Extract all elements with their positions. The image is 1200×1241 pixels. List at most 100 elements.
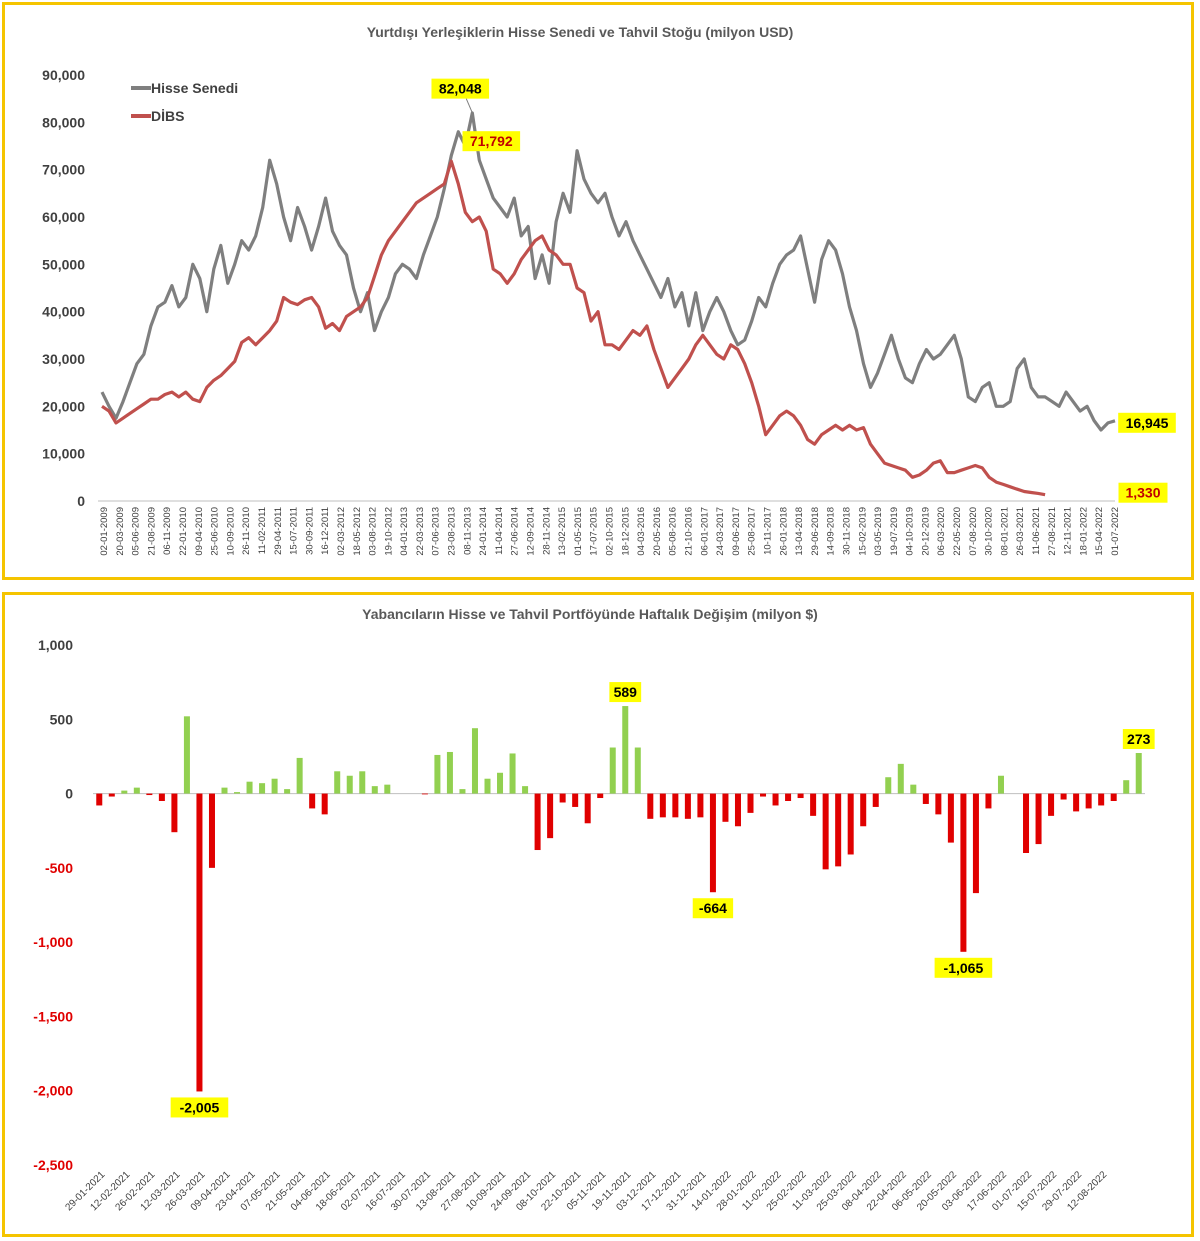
x-tick-label: 09-06-2017	[731, 507, 742, 556]
x-tick-label: 20-05-2016	[652, 507, 663, 556]
x-tick-label: 19-10-2012	[383, 507, 394, 556]
bar	[171, 793, 178, 833]
x-tick-label: 26-03-2021	[1015, 507, 1026, 556]
y-tick-label: -500	[45, 860, 73, 876]
x-tick-label: 23-08-2013	[447, 507, 458, 556]
bar	[722, 793, 729, 822]
bar	[459, 789, 466, 794]
x-tick-label: 19-07-2019	[889, 507, 900, 556]
x-tick-label: 07-06-2013	[431, 507, 442, 556]
y-tick-label: -1,000	[33, 934, 73, 950]
bar	[597, 793, 604, 799]
x-tick-label: 01-05-2015	[573, 507, 584, 556]
bar	[234, 792, 241, 794]
x-tick-label: 11-04-2014	[494, 507, 505, 555]
x-tick-label: 15-04-2022	[1094, 507, 1105, 556]
bar	[1085, 793, 1092, 809]
x-tick-label: 22-03-2013	[415, 507, 426, 556]
bar	[1073, 793, 1080, 812]
annotation-peak-hisse: 82,048	[439, 81, 482, 97]
y-tick-label: 50,000	[42, 256, 85, 272]
x-tick-label: 02-03-2012	[336, 507, 347, 556]
y-tick-label: 10,000	[42, 446, 85, 462]
bar	[885, 777, 892, 794]
x-tick-label: 12-11-2021	[1063, 507, 1074, 555]
bar	[609, 747, 616, 794]
annotation-last-hisse: 16,945	[1126, 415, 1169, 431]
x-tick-label: 26-01-2018	[778, 507, 789, 556]
annotation-peak-dibs: 71,792	[470, 133, 513, 149]
x-tick-label: 26-11-2010	[241, 507, 252, 555]
bar	[484, 778, 491, 794]
bar	[471, 728, 478, 794]
bar	[734, 793, 741, 827]
bar	[847, 793, 854, 855]
bar	[572, 793, 579, 807]
x-tick-label: 13-02-2015	[557, 507, 568, 556]
bar	[772, 793, 779, 806]
x-tick-label: 05-06-2009	[131, 507, 142, 556]
bar	[196, 793, 203, 1092]
x-tick-label: 24-01-2014	[478, 507, 489, 556]
x-tick-label: 30-09-2011	[304, 507, 315, 555]
legend-label-dibs: DİBS	[151, 108, 184, 124]
bar	[334, 771, 341, 794]
y-tick-label: 90,000	[42, 67, 85, 83]
x-tick-label: 17-07-2015	[589, 507, 600, 556]
x-tick-label: 06-03-2020	[936, 507, 947, 556]
bars-group	[96, 706, 1142, 1092]
x-tick-label: 22-01-2010	[178, 507, 189, 556]
x-tick-label: 20-03-2009	[115, 507, 126, 556]
x-tick-label: 05-08-2016	[668, 507, 679, 556]
bar	[747, 793, 754, 813]
x-tick-label: 10-11-2017	[762, 507, 773, 555]
bar	[947, 793, 954, 843]
bar	[547, 793, 554, 839]
legend: Hisse Senedi DİBS	[131, 80, 238, 124]
bar	[584, 793, 591, 824]
x-tick-label: 07-08-2020	[968, 507, 979, 556]
annotation-bar-1: 589	[614, 684, 638, 700]
x-tick-label: 11-06-2021	[1031, 507, 1042, 555]
x-tick-label: 18-12-2015	[620, 507, 631, 556]
bar	[96, 793, 103, 806]
bar	[1098, 793, 1105, 806]
bar	[346, 775, 353, 794]
bar	[146, 793, 153, 796]
y-tick-label: 80,000	[42, 114, 85, 130]
annotation-bar-4: 273	[1127, 731, 1151, 747]
bar	[259, 783, 266, 794]
bar	[972, 793, 979, 894]
bar	[922, 793, 929, 804]
x-tick-label: 24-03-2017	[715, 507, 726, 556]
annotation-peak-hisse-bg	[431, 78, 490, 99]
bar	[910, 784, 917, 794]
annotation-bar-1-bg	[609, 682, 642, 703]
annotation-bar-2-bg	[692, 898, 734, 919]
x-tick-label: 25-08-2017	[747, 507, 758, 556]
bar	[509, 753, 516, 794]
annotation-bar-4-bg	[1122, 729, 1155, 750]
bar	[522, 786, 529, 794]
bar	[709, 793, 716, 893]
x-tick-label: 21-10-2016	[683, 507, 694, 556]
annotation-peak-dibs-bg	[462, 131, 521, 152]
x-tick-label: 30-10-2020	[984, 507, 995, 556]
chart-title: Yabancıların Hisse ve Tahvil Portföyünde…	[362, 606, 818, 622]
bar	[434, 754, 441, 794]
x-tick-label: 01-07-2022	[1110, 507, 1121, 556]
legend-label-hisse: Hisse Senedi	[151, 80, 238, 96]
bar	[960, 793, 967, 952]
annotation-bar-3: -1,065	[944, 960, 984, 976]
x-axis: 02-01-2009 20-03-2009 05-06-2009 21-08-2009…	[99, 507, 1121, 556]
x-tick-label: 12-09-2014	[526, 507, 537, 556]
x-tick-label: 18-01-2022	[1078, 507, 1089, 556]
bar	[797, 793, 804, 799]
annotations: 82,048 71,792 16,945 1,330	[431, 78, 1176, 503]
bar	[534, 793, 541, 851]
x-tick-label: 20-12-2019	[920, 507, 931, 556]
x-tick-label: 22-05-2020	[952, 507, 963, 556]
bar	[208, 793, 215, 868]
weekly-change-bar-chart: Yabancıların Hisse ve Tahvil Portföyünde…	[33, 606, 1155, 1213]
y-tick-label: 500	[50, 711, 74, 727]
